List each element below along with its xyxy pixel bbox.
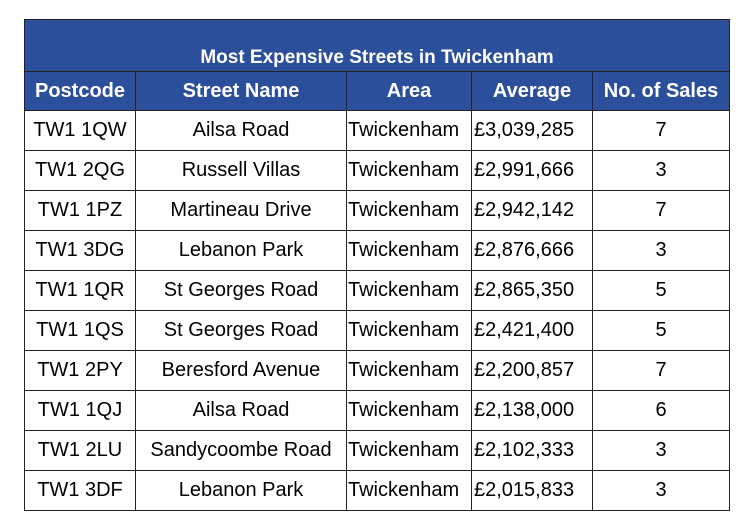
street-name-cell: Beresford Avenue bbox=[135, 350, 347, 391]
column-header-no-of-sales: No. of Sales bbox=[592, 71, 730, 111]
area-cell: Twickenham bbox=[346, 310, 472, 351]
sales-count-cell: 7 bbox=[592, 350, 730, 391]
sales-count-cell: 7 bbox=[592, 190, 730, 231]
table-row: TW1 1QS St Georges Road Twickenham £2,421,4… bbox=[24, 310, 730, 351]
street-name-cell: Russell Villas bbox=[135, 150, 347, 191]
street-name-cell: Ailsa Road bbox=[135, 110, 347, 151]
area-cell: Twickenham bbox=[346, 350, 472, 391]
street-name-cell: Ailsa Road bbox=[135, 390, 347, 431]
sales-count-cell: 3 bbox=[592, 430, 730, 471]
sales-count-cell: 7 bbox=[592, 110, 730, 151]
sales-count-cell: 5 bbox=[592, 310, 730, 351]
table-body: TW1 1QW Ailsa Road Twickenham £3,039,285 7 TW… bbox=[24, 110, 730, 511]
postcode-cell: TW1 1QJ bbox=[24, 390, 136, 431]
postcode-cell: TW1 1QW bbox=[24, 110, 136, 151]
average-cell: £3,039,285 bbox=[471, 110, 593, 151]
street-name-cell: St Georges Road bbox=[135, 310, 347, 351]
street-name-cell: Lebanon Park bbox=[135, 230, 347, 271]
area-cell: Twickenham bbox=[346, 230, 472, 271]
sales-count-cell: 6 bbox=[592, 390, 730, 431]
table-row: TW1 3DF Lebanon Park Twickenham £2,015,833 3 bbox=[24, 470, 730, 511]
average-cell: £2,200,857 bbox=[471, 350, 593, 391]
table-row: TW1 2PY Beresford Avenue Twickenham £2,200,… bbox=[24, 350, 730, 391]
street-name-cell: Martineau Drive bbox=[135, 190, 347, 231]
average-cell: £2,865,350 bbox=[471, 270, 593, 311]
street-name-cell: Lebanon Park bbox=[135, 470, 347, 511]
street-name-cell: St Georges Road bbox=[135, 270, 347, 311]
postcode-cell: TW1 3DG bbox=[24, 230, 136, 271]
table-container: Most Expensive Streets in Twickenham Pos… bbox=[24, 19, 730, 511]
area-cell: Twickenham bbox=[346, 150, 472, 191]
expensive-streets-table: Most Expensive Streets in Twickenham Pos… bbox=[24, 19, 730, 511]
table-row: TW1 1QW Ailsa Road Twickenham £3,039,285 7 bbox=[24, 110, 730, 151]
area-cell: Twickenham bbox=[346, 110, 472, 151]
postcode-cell: TW1 2PY bbox=[24, 350, 136, 391]
postcode-cell: TW1 1PZ bbox=[24, 190, 136, 231]
header-row: Postcode Street Name Area Average No. of… bbox=[24, 71, 730, 111]
average-cell: £2,876,666 bbox=[471, 230, 593, 271]
column-header-street-name: Street Name bbox=[135, 71, 347, 111]
average-cell: £2,138,000 bbox=[471, 390, 593, 431]
table-row: TW1 1QJ Ailsa Road Twickenham £2,138,000 6 bbox=[24, 390, 730, 431]
table-row: TW1 1PZ Martineau Drive Twickenham £2,942,1… bbox=[24, 190, 730, 231]
average-cell: £2,991,666 bbox=[471, 150, 593, 191]
sales-count-cell: 5 bbox=[592, 270, 730, 311]
table-row: TW1 2LU Sandycoombe Road Twickenham £2,102,… bbox=[24, 430, 730, 471]
postcode-cell: TW1 1QS bbox=[24, 310, 136, 351]
postcode-cell: TW1 2QG bbox=[24, 150, 136, 191]
postcode-cell: TW1 1QR bbox=[24, 270, 136, 311]
postcode-cell: TW1 2LU bbox=[24, 430, 136, 471]
title-row: Most Expensive Streets in Twickenham bbox=[24, 19, 730, 72]
area-cell: Twickenham bbox=[346, 190, 472, 231]
column-header-average: Average bbox=[471, 71, 593, 111]
area-cell: Twickenham bbox=[346, 390, 472, 431]
average-cell: £2,942,142 bbox=[471, 190, 593, 231]
sales-count-cell: 3 bbox=[592, 470, 730, 511]
average-cell: £2,421,400 bbox=[471, 310, 593, 351]
area-cell: Twickenham bbox=[346, 430, 472, 471]
average-cell: £2,015,833 bbox=[471, 470, 593, 511]
average-cell: £2,102,333 bbox=[471, 430, 593, 471]
postcode-cell: TW1 3DF bbox=[24, 470, 136, 511]
table-row: TW1 2QG Russell Villas Twickenham £2,991,66… bbox=[24, 150, 730, 191]
table-row: TW1 1QR St Georges Road Twickenham £2,865,3… bbox=[24, 270, 730, 311]
area-cell: Twickenham bbox=[346, 270, 472, 311]
table-row: TW1 3DG Lebanon Park Twickenham £2,876,666 3 bbox=[24, 230, 730, 271]
column-header-area: Area bbox=[346, 71, 472, 111]
street-name-cell: Sandycoombe Road bbox=[135, 430, 347, 471]
sales-count-cell: 3 bbox=[592, 230, 730, 271]
sales-count-cell: 3 bbox=[592, 150, 730, 191]
area-cell: Twickenham bbox=[346, 470, 472, 511]
table-title: Most Expensive Streets in Twickenham bbox=[24, 19, 730, 72]
column-header-postcode: Postcode bbox=[24, 71, 136, 111]
